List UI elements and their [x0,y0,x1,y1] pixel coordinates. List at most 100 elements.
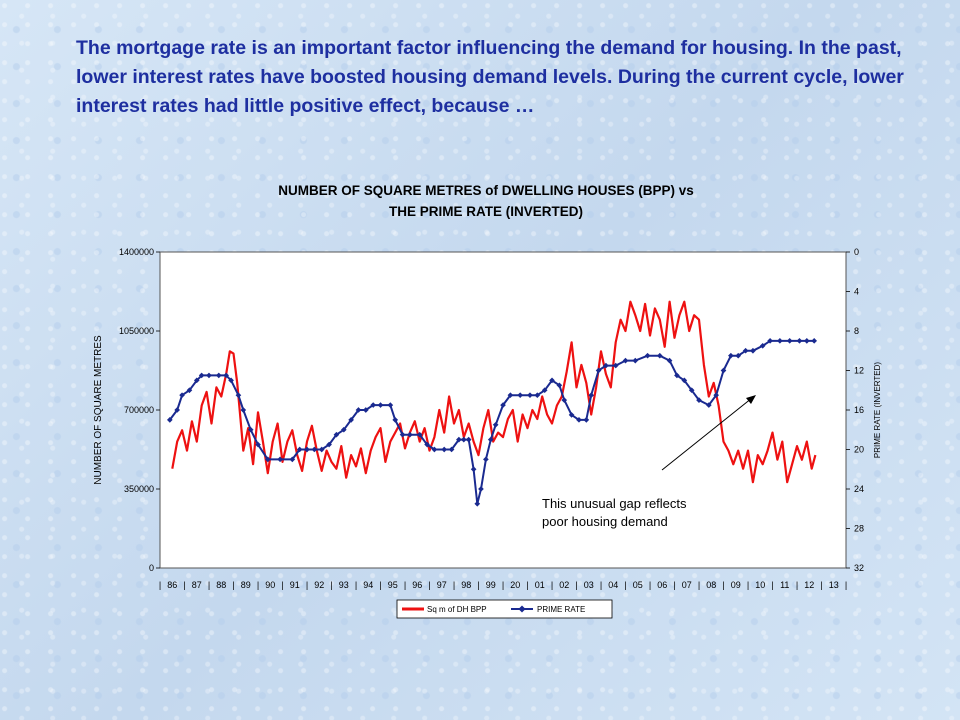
x-tick-label: 12 [804,580,814,590]
prime-rate-point [603,362,609,369]
prime-rate-point [474,500,481,507]
legend-label-sqm: Sq m of DH BPP [427,605,487,614]
prime-rate-point [568,412,575,418]
prime-rate-point [448,446,455,453]
prime-rate-point [674,372,680,379]
x-separator: | [232,580,234,590]
x-tick-label: 11 [780,580,789,590]
prime-rate-point [478,486,484,492]
x-separator: | [379,580,381,590]
x-separator: | [306,580,308,590]
x-separator: | [526,580,528,590]
legend-box [396,599,613,619]
x-tick-label: 03 [584,580,594,590]
y2-tick-label: 20 [854,445,864,455]
x-tick-label: 89 [241,580,251,590]
prime-rate-point [326,441,332,448]
x-separator: | [722,580,724,590]
prime-rate-point [688,387,695,394]
x-axis: | | | | | | | | | | | | | | | | | | | | | | | | | | | | | 86 87 88 89 90 9… [159,580,847,590]
prime-rate-point [811,338,818,344]
annotation-line2: poor housing demand [542,514,668,529]
y-tick-label: 0 [149,563,154,573]
legend: Sq m of DH BPP PRIME RATE [396,599,613,619]
prime-rate-point [255,441,261,448]
annotation-arrowhead [746,395,756,404]
y2-tick-label: 32 [854,563,864,573]
x-separator: | [698,580,700,590]
series-sqm-line [171,300,817,484]
prime-rate-point [705,402,712,408]
x-separator: | [820,580,822,590]
prime-rate-point [311,446,318,453]
x-tick-label: 95 [388,580,398,590]
y2-tick-label: 24 [854,484,864,494]
prime-rate-point [487,436,494,443]
prime-rate-point [206,372,212,379]
x-tick-label: 91 [290,580,300,590]
prime-rate-point [549,377,555,384]
prime-rate-point [407,431,413,438]
x-tick-label: 09 [731,580,741,590]
x-tick-label: 04 [608,580,618,590]
annotation-arrow [661,397,753,471]
x-separator: | [453,580,455,590]
prime-rate-point [333,431,340,438]
prime-rate-point [720,367,727,374]
x-separator: | [771,580,773,590]
x-separator: | [428,580,430,590]
intro-paragraph: The mortgage rate is an important factor… [76,37,904,117]
plot-area [159,251,847,569]
prime-rate-point [492,421,499,428]
x-tick-label: 06 [657,580,667,590]
x-tick-label: 96 [412,580,422,590]
prime-rate-point [215,372,222,379]
x-separator: | [355,580,357,590]
prime-rate-point [561,397,568,403]
prime-rate-point [786,338,793,344]
prime-rate-point [289,456,296,463]
prime-rate-point [340,426,347,433]
prime-rate-point [240,407,247,413]
x-tick-label: 20 [510,580,520,590]
prime-rate-point [399,431,406,438]
y-axis-label: NUMBER OF SQUARE METRES [93,335,104,485]
x-tick-label: 92 [314,580,324,590]
x-tick-label: 88 [216,580,226,590]
x-separator: | [330,580,332,590]
prime-rate-point [622,357,629,364]
prime-rate-point [777,338,783,344]
prime-rate-point [465,436,472,443]
prime-rate-point [186,387,193,394]
x-tick-label: 93 [339,580,349,590]
legend-label-prime: PRIME RATE [537,605,585,614]
prime-rate-point [362,407,369,413]
prime-rate-point [296,446,303,453]
prime-rate-point [348,417,354,423]
prime-rate-point [742,347,749,354]
prime-rate-point [370,402,377,408]
y-tick-label: 350000 [124,484,154,494]
x-separator: | [624,580,626,590]
y2-tick-label: 28 [854,524,864,534]
x-separator: | [477,580,479,590]
x-separator: | [183,580,185,590]
y-axis: 1400000 1050000 700000 350000 0 [119,247,160,573]
prime-rate-point [460,436,467,443]
y2-tick-label: 0 [854,247,859,257]
prime-rate-point [416,431,423,438]
chart-title-line2: THE PRIME RATE (INVERTED) [389,204,583,219]
prime-rate-point [632,357,639,364]
prime-rate-point [576,417,582,423]
prime-rate-point [750,347,756,354]
prime-rate-point [583,417,590,423]
x-separator: | [281,580,283,590]
x-separator: | [404,580,406,590]
x-tick-label: 99 [486,580,496,590]
x-separator: | [673,580,675,590]
x-tick-label: 86 [167,580,177,590]
y-tick-label: 700000 [124,405,154,415]
y2-tick-label: 4 [854,287,859,297]
x-separator: | [796,580,798,590]
x-separator: | [502,580,504,590]
